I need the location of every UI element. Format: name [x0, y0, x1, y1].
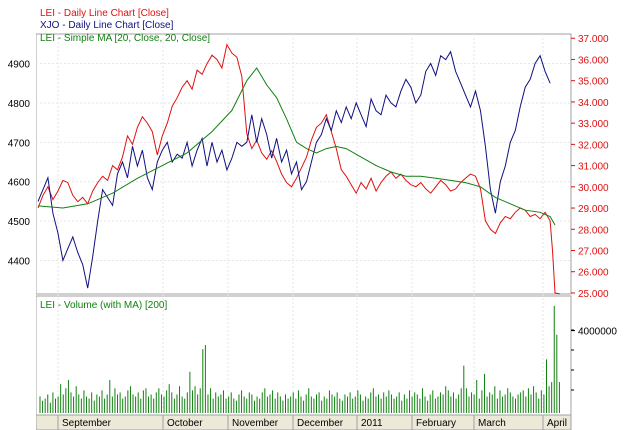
date-label: December — [297, 418, 344, 429]
date-axis-labels: September October November December 2011 Febr… — [57, 415, 567, 430]
left-tick-label: 4900 — [8, 60, 31, 71]
date-label: February — [416, 418, 456, 429]
left-tick-label: 4500 — [8, 217, 31, 228]
legend-lei-close: LEI - Daily Line Chart [Close] — [40, 8, 169, 19]
left-axis-ticks: 4400 4500 4600 4700 4800 4900 — [8, 60, 31, 268]
left-tick-label: 4700 — [8, 138, 31, 149]
volume-axis-ticks: 4000000 — [571, 327, 617, 391]
right-tick-label: 35.000 — [578, 77, 609, 88]
series-line — [37, 67, 556, 226]
legend-xjo-close: XJO - Daily Line Chart [Close] — [40, 20, 174, 31]
right-tick-label: 34.000 — [578, 98, 609, 109]
price-series — [37, 43, 561, 295]
right-tick-label: 25.000 — [578, 289, 609, 300]
right-tick-label: 33.000 — [578, 119, 609, 130]
legend-volume: LEI - Volume (with MA) [200] — [40, 300, 167, 311]
right-tick-label: 29.000 — [578, 204, 609, 215]
right-tick-label: 28.000 — [578, 225, 609, 236]
right-tick-label: 32.000 — [578, 140, 609, 151]
left-tick-label: 4400 — [8, 257, 31, 268]
grid-lines — [36, 34, 571, 415]
right-tick-label: 30.000 — [578, 183, 609, 194]
series-line — [37, 50, 551, 289]
date-label: September — [62, 418, 112, 429]
volume-bars — [39, 305, 560, 413]
right-tick-label: 26.000 — [578, 268, 609, 279]
date-label: November — [232, 418, 279, 429]
left-tick-label: 4800 — [8, 99, 31, 110]
date-label: March — [478, 418, 506, 429]
volume-tick-label: 4000000 — [578, 327, 617, 338]
series-line — [37, 43, 561, 295]
left-axis-strip — [0, 0, 36, 430]
date-label: 2011 — [361, 418, 383, 429]
right-tick-label: 31.000 — [578, 162, 609, 173]
date-label: April — [547, 418, 567, 429]
volume-panel-bg — [35, 295, 572, 416]
right-tick-label: 27.000 — [578, 246, 609, 257]
right-tick-label: 36.000 — [578, 55, 609, 66]
right-tick-label: 37.000 — [578, 34, 609, 45]
left-tick-label: 4600 — [8, 178, 31, 189]
date-label: October — [167, 418, 203, 429]
legend-lei-ma: LEI - Simple MA [20, Close, 20, Close] — [40, 33, 210, 44]
right-axis-ticks: 25.000 26.000 27.000 28.000 29.000 30.000 31.0… — [571, 34, 609, 300]
